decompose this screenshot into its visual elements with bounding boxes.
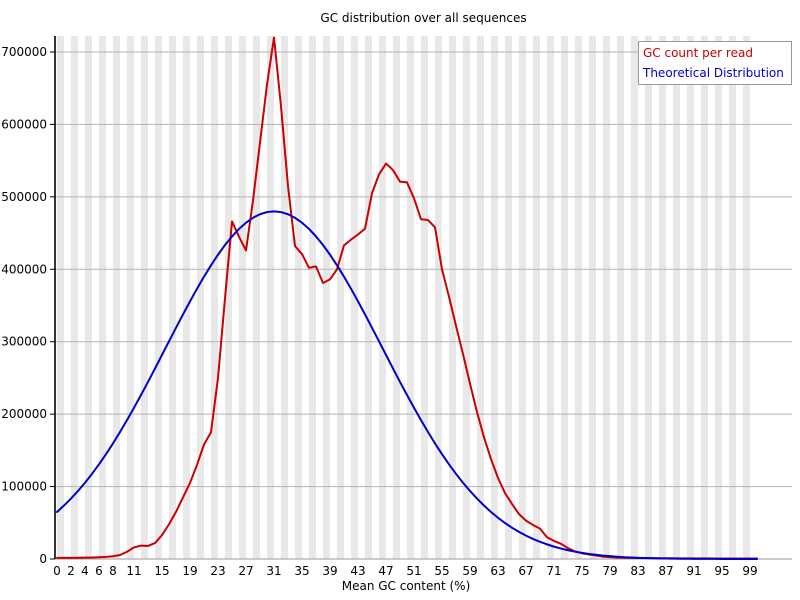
svg-text:83: 83: [630, 564, 645, 578]
svg-text:31: 31: [266, 564, 281, 578]
svg-text:39: 39: [322, 564, 337, 578]
legend: GC count per read Theoretical Distributi…: [638, 41, 792, 85]
svg-text:11: 11: [126, 564, 141, 578]
svg-text:700000: 700000: [1, 45, 47, 59]
svg-text:51: 51: [406, 564, 421, 578]
svg-text:55: 55: [434, 564, 449, 578]
legend-label-theoretical: Theoretical Distribution: [643, 66, 784, 80]
svg-text:79: 79: [602, 564, 617, 578]
svg-text:15: 15: [154, 564, 169, 578]
svg-text:200000: 200000: [1, 407, 47, 421]
chart-title: GC distribution over all sequences: [320, 11, 527, 25]
svg-text:87: 87: [658, 564, 673, 578]
svg-text:63: 63: [490, 564, 505, 578]
y-tick-labels: 0 100000 200000 300000 400000 500000 600000 700…: [1, 45, 55, 566]
svg-text:100000: 100000: [1, 480, 47, 494]
svg-text:4: 4: [81, 564, 89, 578]
theoretical-line: [56, 210, 758, 560]
svg-text:2: 2: [67, 564, 75, 578]
svg-text:6: 6: [95, 564, 103, 578]
svg-text:71: 71: [546, 564, 561, 578]
svg-text:67: 67: [518, 564, 533, 578]
svg-text:8: 8: [109, 564, 117, 578]
svg-text:23: 23: [210, 564, 225, 578]
svg-text:47: 47: [378, 564, 393, 578]
legend-label-gc-count: GC count per read: [643, 46, 753, 60]
svg-text:59: 59: [462, 564, 477, 578]
svg-text:99: 99: [742, 564, 757, 578]
svg-text:0: 0: [53, 564, 61, 578]
svg-text:75: 75: [574, 564, 589, 578]
legend-item-theoretical: Theoretical Distribution: [643, 63, 787, 83]
svg-text:400000: 400000: [1, 262, 47, 276]
background-stripes: [57, 36, 750, 559]
svg-text:0: 0: [39, 552, 47, 566]
svg-text:91: 91: [686, 564, 701, 578]
svg-text:19: 19: [182, 564, 197, 578]
svg-text:35: 35: [294, 564, 309, 578]
x-tick-labels: 0 2 4 6 8 11 15 19 23 27 31 35 39 43 47 51 55 59 63 67 71 75 7…: [53, 564, 757, 578]
legend-item-gc-count: GC count per read: [643, 43, 787, 63]
x-axis-label: Mean GC content (%): [341, 579, 471, 593]
svg-text:600000: 600000: [1, 117, 47, 131]
svg-text:27: 27: [238, 564, 253, 578]
svg-text:43: 43: [350, 564, 365, 578]
svg-text:500000: 500000: [1, 190, 47, 204]
svg-text:95: 95: [714, 564, 729, 578]
svg-text:300000: 300000: [1, 335, 47, 349]
